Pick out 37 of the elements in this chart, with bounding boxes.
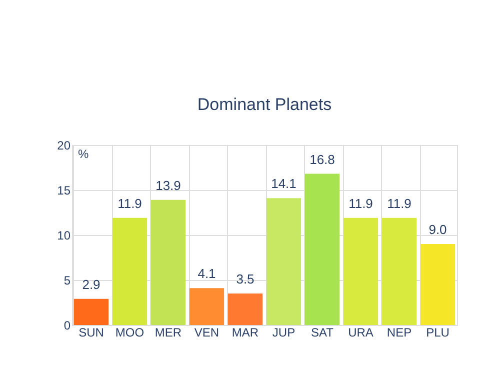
chart-title: Dominant Planets bbox=[197, 95, 332, 114]
x-tick-label: JUP bbox=[272, 326, 296, 340]
bar bbox=[382, 218, 417, 325]
bar bbox=[189, 288, 224, 325]
data-label: 16.8 bbox=[310, 152, 335, 167]
x-tick-label: MER bbox=[154, 326, 182, 340]
x-tick-label: SAT bbox=[311, 326, 334, 340]
x-tick-label: MAR bbox=[232, 326, 259, 340]
bar bbox=[266, 198, 302, 325]
data-label: 11.9 bbox=[387, 196, 412, 211]
data-label: 14.1 bbox=[271, 176, 296, 192]
bar bbox=[74, 298, 109, 325]
y-tick-label: 15 bbox=[57, 184, 71, 198]
y-tick-label: 5 bbox=[64, 274, 71, 288]
x-tick-label: VEN bbox=[194, 326, 220, 340]
y-axis-title: % bbox=[78, 147, 89, 161]
x-tick-label: URA bbox=[348, 326, 374, 340]
bar bbox=[112, 218, 148, 325]
bar bbox=[420, 244, 456, 325]
data-label: 13.9 bbox=[156, 178, 181, 193]
y-tick-label: 0 bbox=[64, 318, 71, 332]
data-label: 11.9 bbox=[348, 196, 373, 211]
x-tick-label: MOO bbox=[115, 326, 144, 340]
data-label: 3.5 bbox=[236, 272, 254, 286]
y-tick-label: 10 bbox=[57, 228, 71, 242]
x-tick-label: NEP bbox=[386, 326, 412, 340]
x-tick-label: SUN bbox=[78, 326, 104, 340]
data-label: 4.1 bbox=[198, 266, 216, 282]
y-tick-label: 20 bbox=[57, 138, 71, 152]
data-label: 11.9 bbox=[118, 196, 142, 211]
data-label: 2.9 bbox=[82, 276, 100, 292]
bar bbox=[228, 294, 263, 325]
bar bbox=[304, 174, 340, 325]
data-label: 9.0 bbox=[428, 222, 447, 237]
x-tick-label: PLU bbox=[426, 326, 450, 340]
bar bbox=[150, 200, 186, 325]
bar bbox=[343, 218, 378, 325]
